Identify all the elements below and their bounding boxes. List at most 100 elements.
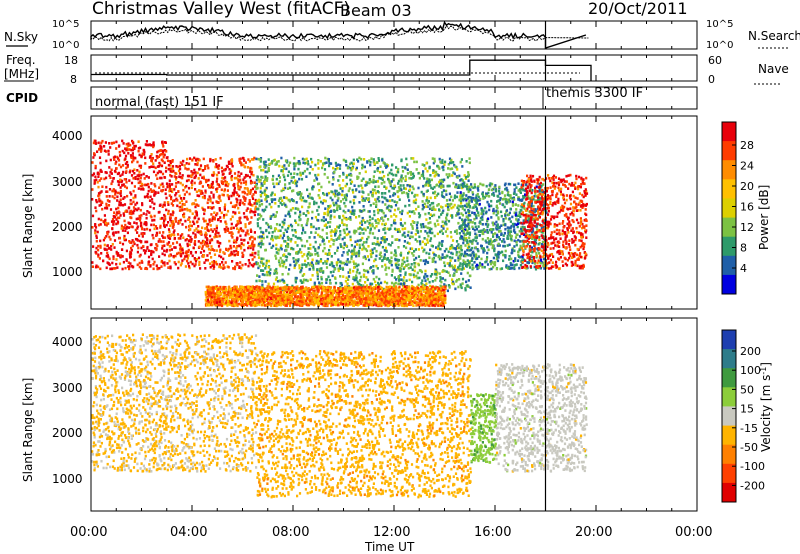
- data-point: [181, 176, 184, 180]
- data-point: [284, 159, 288, 162]
- data-point: [108, 200, 111, 203]
- data-point: [327, 207, 330, 211]
- data-point: [272, 213, 275, 216]
- data-point: [173, 261, 176, 264]
- data-point: [118, 200, 121, 204]
- data-point: [136, 160, 139, 164]
- data-point: [416, 226, 419, 230]
- nave-tick-top: 60: [708, 54, 722, 67]
- data-point: [94, 206, 97, 209]
- data-point: [310, 261, 314, 264]
- data-point: [376, 169, 379, 173]
- data-point: [219, 242, 222, 245]
- data-point: [163, 201, 166, 204]
- data-point: [129, 251, 132, 255]
- data-point: [381, 222, 384, 226]
- data-point: [125, 259, 128, 262]
- data-point: [172, 242, 175, 245]
- data-point: [246, 166, 250, 169]
- data-point: [443, 261, 446, 264]
- data-point: [358, 252, 361, 255]
- data-point: [172, 223, 175, 226]
- data-point: [459, 283, 462, 286]
- data-point: [235, 292, 238, 296]
- data-point: [106, 244, 109, 248]
- data-point: [233, 189, 236, 192]
- data-point: [138, 217, 141, 221]
- data-point: [263, 182, 266, 185]
- data-point: [165, 166, 168, 170]
- data-point: [411, 247, 414, 250]
- data-point: [396, 201, 399, 204]
- data-point: [316, 277, 319, 281]
- data-point: [253, 289, 256, 292]
- data-point: [115, 252, 118, 255]
- data-point: [117, 159, 121, 162]
- data-point: [449, 259, 452, 262]
- data-point: [138, 265, 141, 269]
- data-point: [97, 253, 100, 257]
- data-point: [455, 270, 458, 273]
- data-point: [132, 211, 135, 215]
- data-point: [408, 204, 411, 207]
- data-point: [124, 178, 128, 181]
- data-point: [401, 191, 404, 195]
- data-point: [130, 246, 133, 250]
- data-point: [343, 194, 346, 197]
- data-point: [141, 261, 144, 264]
- data-point: [283, 175, 286, 179]
- data-point: [262, 218, 265, 221]
- data-point: [390, 168, 393, 172]
- data-point: [345, 299, 348, 303]
- data-point: [158, 267, 161, 270]
- data-point: [362, 219, 365, 222]
- data-point: [331, 274, 334, 278]
- data-point: [251, 197, 255, 200]
- data-point: [116, 180, 120, 183]
- data-point: [228, 231, 231, 234]
- data-point: [400, 179, 403, 183]
- data-point: [316, 209, 319, 212]
- data-point: [163, 249, 166, 253]
- data-point: [98, 257, 101, 260]
- data-point: [338, 216, 341, 220]
- data-point: [323, 193, 326, 196]
- data-point: [127, 221, 130, 225]
- data-point: [264, 280, 267, 283]
- data-point: [361, 248, 364, 251]
- data-point: [244, 233, 247, 237]
- data-point: [436, 219, 439, 223]
- data-point: [359, 227, 362, 230]
- data-point: [387, 204, 390, 208]
- data-point: [340, 193, 344, 197]
- data-point: [398, 198, 401, 201]
- data-point: [194, 174, 197, 177]
- data-point: [383, 255, 386, 259]
- data-point: [292, 289, 295, 293]
- data-point: [384, 164, 387, 167]
- data-point: [255, 261, 258, 264]
- data-point: [457, 243, 460, 246]
- data-point: [112, 214, 115, 218]
- data-point: [220, 180, 223, 183]
- data-point: [162, 151, 165, 154]
- data-point: [446, 203, 449, 206]
- data-point: [409, 273, 412, 277]
- data-point: [332, 265, 335, 268]
- data-point: [110, 141, 113, 145]
- data-point: [437, 203, 440, 206]
- data-point: [91, 214, 95, 218]
- data-point: [248, 175, 252, 179]
- data-point: [257, 244, 260, 247]
- data-point: [209, 265, 212, 269]
- data-point: [171, 226, 174, 229]
- data-point: [397, 263, 400, 267]
- data-point: [247, 192, 250, 195]
- data-point: [456, 176, 459, 179]
- data-point: [364, 221, 367, 224]
- data-point: [374, 198, 377, 201]
- data-point: [305, 175, 308, 178]
- data-point: [325, 232, 328, 235]
- data-point: [410, 223, 413, 226]
- data-point: [341, 266, 344, 270]
